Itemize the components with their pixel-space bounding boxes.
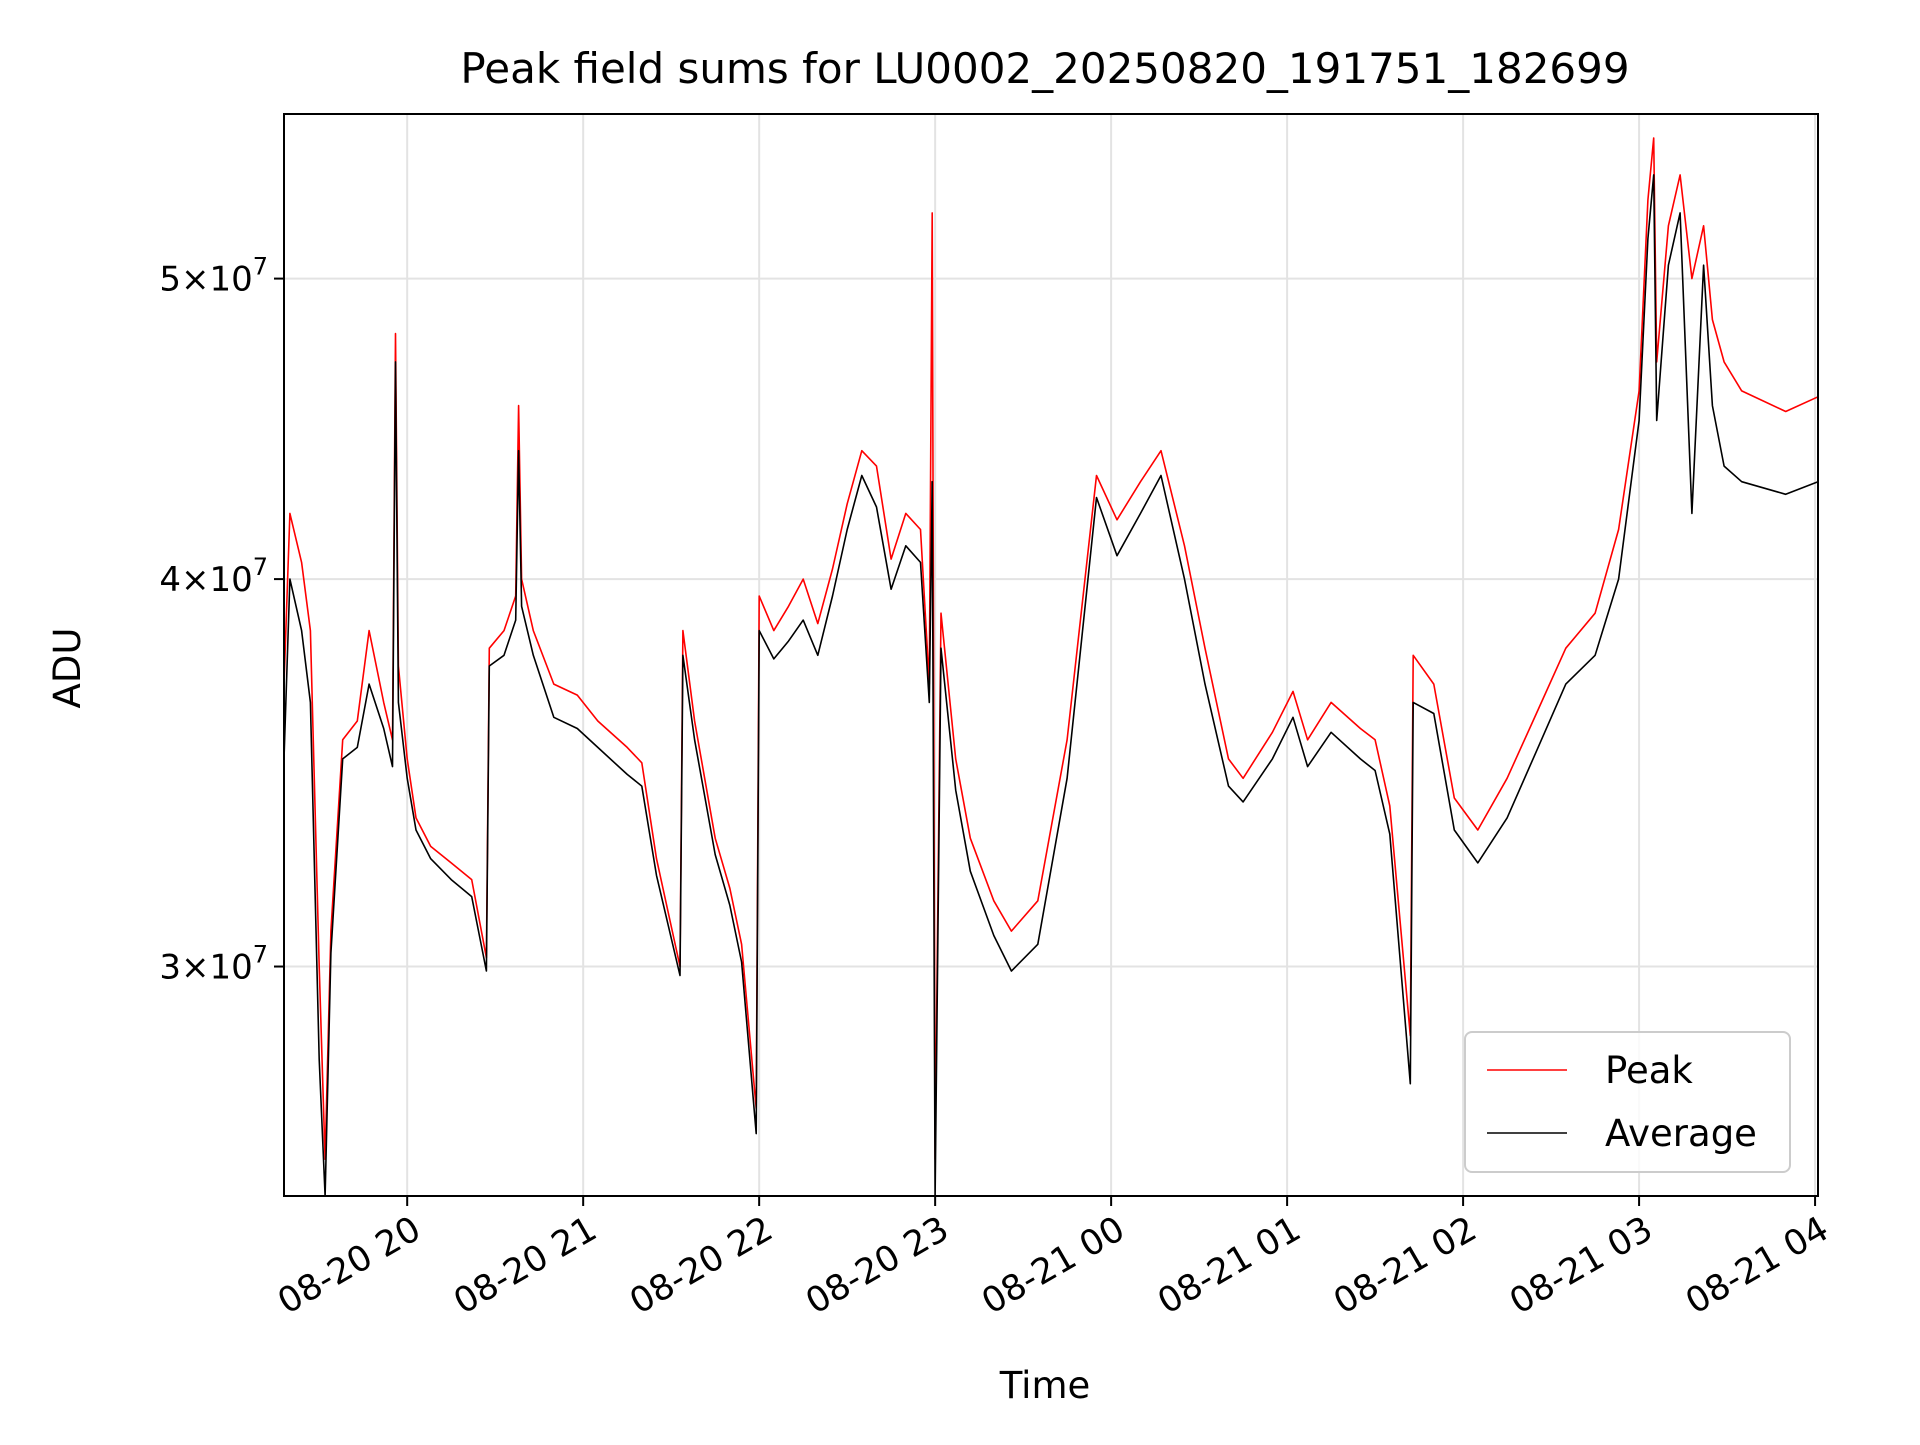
legend: Peak Average	[1464, 1031, 1791, 1173]
series-line-average	[283, 174, 1819, 1197]
series-line-peak	[283, 137, 1819, 1160]
legend-peak-label: Peak	[1605, 1049, 1693, 1092]
plot-frame	[283, 113, 1819, 1197]
y-tick-label: 5×107	[159, 253, 268, 300]
legend-average-label: Average	[1605, 1112, 1757, 1155]
y-axis-label: ADU	[46, 628, 89, 709]
legend-box	[1464, 1031, 1791, 1173]
chart-title: Peak field sums for LU0002_20250820_1917…	[460, 44, 1629, 93]
x-axis-label: Time	[999, 1364, 1091, 1407]
y-tick-label: 4×107	[159, 553, 268, 600]
plot-series	[283, 137, 1819, 1197]
y-tick-label: 3×107	[159, 941, 268, 988]
